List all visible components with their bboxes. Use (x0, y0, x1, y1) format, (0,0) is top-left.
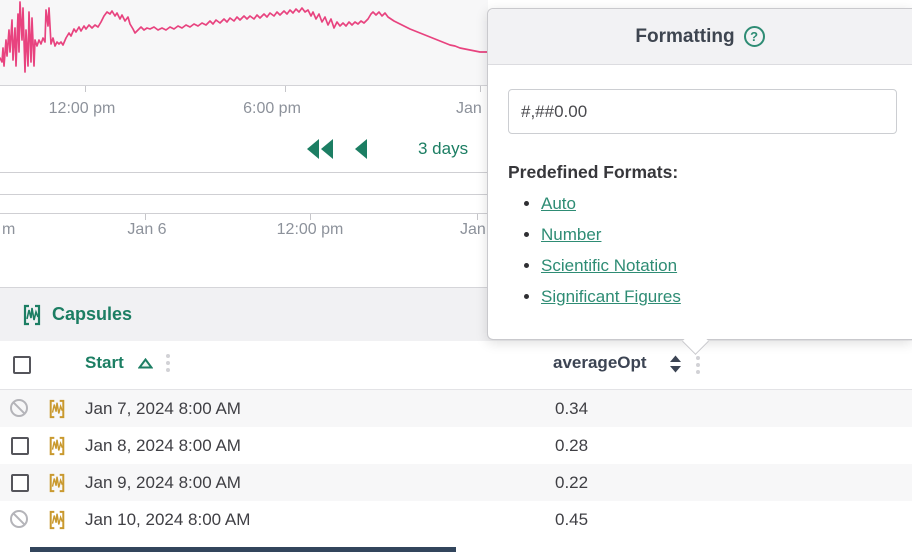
format-link-significant-figures[interactable]: Significant Figures (541, 287, 681, 306)
list-item: Auto (541, 193, 897, 215)
format-link-auto[interactable]: Auto (541, 194, 576, 213)
row-start-cell: Jan 7, 2024 8:00 AM (85, 399, 241, 418)
row-start-cell: Jan 10, 2024 8:00 AM (85, 510, 251, 529)
row-checkbox[interactable] (11, 437, 29, 455)
capsule-icon (48, 510, 66, 530)
predefined-formats-list: Auto Number Scientific Notation Signific… (508, 193, 897, 308)
no-entry-icon (9, 398, 29, 418)
select-all-checkbox[interactable] (13, 356, 31, 374)
axis-tick (145, 214, 146, 220)
axis-label-top-2: 6:00 pm (243, 100, 301, 117)
axis-label-bottom-4: Jan (460, 221, 486, 238)
duration-label[interactable]: 3 days (418, 139, 469, 158)
step-back-icon[interactable] (352, 137, 368, 166)
list-item: Number (541, 224, 897, 246)
formatting-popup: Formatting ? Predefined Formats: Auto Nu… (487, 8, 912, 340)
row-value-cell: 0.34 (555, 399, 589, 418)
formatting-popup-body: Predefined Formats: Auto Number Scientif… (488, 65, 912, 308)
overview-strip-top-border (0, 172, 488, 173)
sort-toggle-icon[interactable] (668, 355, 683, 378)
capsule-icon (48, 473, 66, 493)
trend-line (0, 1, 488, 73)
axis-label-bottom-2: Jan 6 (127, 221, 167, 238)
trend-line-svg (0, 1, 488, 73)
help-icon[interactable]: ? (743, 26, 765, 47)
format-link-scientific-notation[interactable]: Scientific Notation (541, 256, 678, 275)
start-column-menu-icon[interactable] (166, 354, 170, 372)
table-row[interactable]: Jan 8, 2024 8:00 AM 0.28 (0, 427, 912, 464)
axis-tick (310, 214, 311, 220)
bottom-toolbar-edge (30, 547, 456, 552)
table-row[interactable]: Jan 9, 2024 8:00 AM 0.22 (0, 464, 912, 501)
row-start-cell: Jan 8, 2024 8:00 AM (85, 436, 241, 455)
no-entry-icon (9, 509, 29, 529)
row-start-cell: Jan 9, 2024 8:00 AM (85, 473, 241, 492)
formatting-popup-header: Formatting ? (488, 9, 912, 65)
row-value-cell: 0.22 (555, 473, 589, 492)
format-link-number[interactable]: Number (541, 225, 602, 244)
row-value-cell: 0.28 (555, 436, 589, 455)
list-item: Significant Figures (541, 286, 897, 308)
axis-tick (480, 86, 481, 92)
capsule-icon (22, 304, 42, 326)
table-row[interactable]: Jan 7, 2024 8:00 AM 0.34 (0, 390, 912, 427)
axis-label-top-3: Jan (456, 100, 482, 117)
row-checkbox[interactable] (11, 474, 29, 492)
axis-label-bottom-3: 12:00 pm (276, 221, 344, 238)
list-item: Scientific Notation (541, 255, 897, 277)
axis-tick (285, 86, 286, 92)
row-value-cell: 0.45 (555, 510, 589, 529)
table-row[interactable]: Jan 10, 2024 8:00 AM 0.45 (0, 501, 912, 538)
capsule-icon (48, 436, 66, 456)
capsules-title: Capsules (52, 304, 133, 324)
bottom-axis-line (0, 213, 488, 214)
overview-strip-bottom-border (0, 194, 488, 195)
sort-ascending-icon[interactable] (137, 356, 154, 374)
rewind-icon[interactable] (305, 137, 335, 166)
axis-label-top-1: 12:00 pm (48, 100, 116, 117)
format-input[interactable] (508, 89, 897, 134)
axis-tick (477, 214, 478, 220)
capsule-icon (48, 399, 66, 419)
averageopt-column-menu-icon[interactable] (696, 356, 700, 374)
trend-chart[interactable] (0, 0, 488, 86)
axis-label-bottom-1: m (2, 221, 16, 238)
popup-title: Formatting (635, 25, 735, 47)
capsules-table-header: Start averageOpt (0, 341, 912, 390)
axis-tick (85, 86, 86, 92)
column-header-averageopt[interactable]: averageOpt (553, 353, 647, 372)
column-header-start[interactable]: Start (85, 353, 124, 372)
predefined-formats-heading: Predefined Formats: (508, 162, 679, 182)
